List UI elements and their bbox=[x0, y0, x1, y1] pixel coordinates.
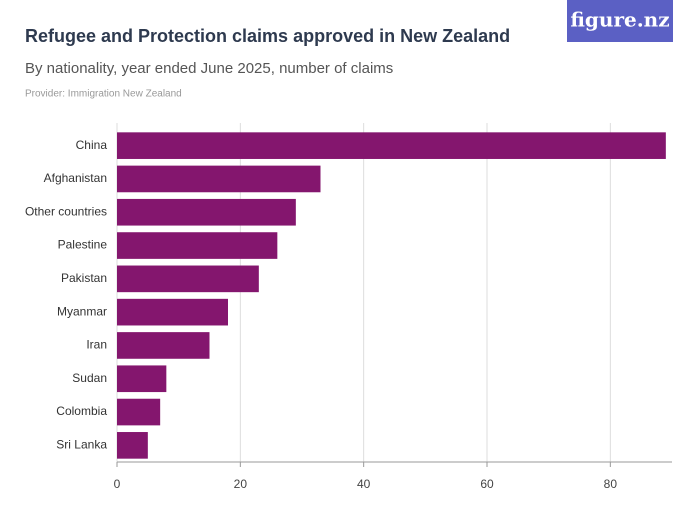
bar bbox=[117, 165, 321, 193]
y-tick-label: Sudan bbox=[72, 371, 107, 385]
y-tick-label: Iran bbox=[86, 338, 107, 352]
y-tick-label: Colombia bbox=[56, 404, 107, 418]
x-tick-label: 0 bbox=[114, 477, 121, 491]
y-tick-label: Myanmar bbox=[57, 304, 107, 318]
logo[interactable]: figure.nz bbox=[570, 8, 669, 32]
bar bbox=[117, 265, 259, 293]
x-tick-label: 80 bbox=[604, 477, 618, 491]
y-tick-label: Afghanistan bbox=[44, 171, 107, 185]
x-tick-label: 20 bbox=[234, 477, 248, 491]
chart-subtitle: By nationality, year ended June 2025, nu… bbox=[25, 60, 393, 77]
y-tick-label: Other countries bbox=[25, 204, 107, 218]
logo-box bbox=[567, 0, 673, 42]
bar bbox=[117, 132, 666, 159]
bar bbox=[117, 398, 161, 426]
y-tick-label: Pakistan bbox=[61, 271, 107, 285]
x-tick-label: 40 bbox=[357, 477, 371, 491]
y-tick-label: Palestine bbox=[58, 238, 108, 252]
y-tick-label: Sri Lanka bbox=[56, 438, 107, 452]
y-tick-label: China bbox=[76, 138, 108, 152]
bar bbox=[117, 198, 296, 226]
bar bbox=[117, 298, 228, 326]
provider: Provider: Immigration New Zealand bbox=[25, 89, 182, 100]
x-tick-label: 60 bbox=[480, 477, 494, 491]
bar bbox=[117, 365, 167, 393]
chart-title: Refugee and Protection claims approved i… bbox=[25, 26, 510, 46]
bar bbox=[117, 232, 278, 259]
bar bbox=[117, 332, 210, 359]
bar bbox=[117, 432, 148, 459]
